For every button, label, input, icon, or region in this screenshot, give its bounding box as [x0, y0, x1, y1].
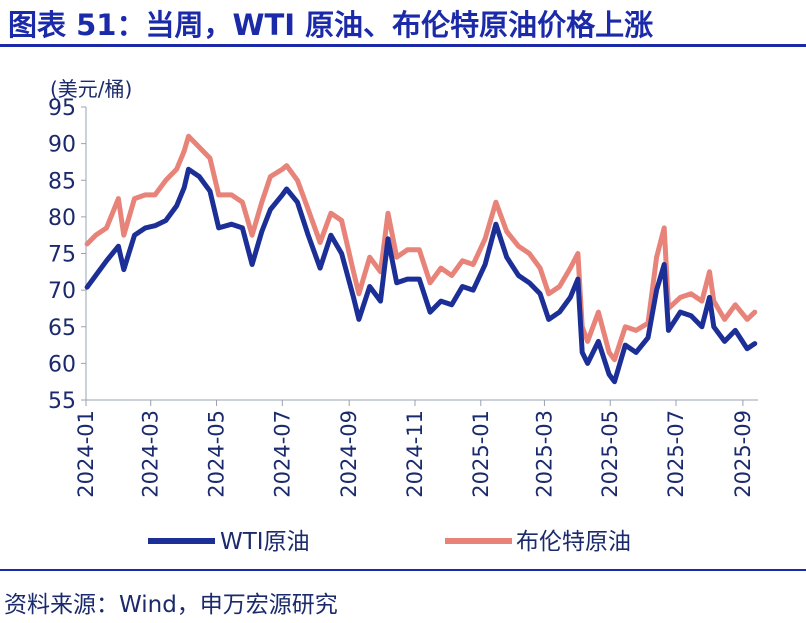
y-tick-label: 80	[48, 206, 76, 231]
title-rule	[0, 44, 806, 47]
x-tick-label: 2024-01	[74, 410, 98, 498]
y-tick-label: 60	[48, 352, 76, 377]
x-tick-label: 2025-07	[664, 410, 688, 498]
x-tick-label: 2024-09	[337, 410, 361, 498]
y-tick-label: 75	[48, 243, 76, 268]
legend-label: WTI原油	[220, 529, 310, 555]
x-tick-label: 2025-03	[532, 410, 556, 498]
y-tick-label: 90	[48, 133, 76, 158]
x-axis: 2024-01 2024-03 2024-05 2024-07 2024-09 2024-…	[74, 399, 758, 498]
plot-area	[84, 133, 758, 385]
y-axis-unit-label: (美元/桶)	[50, 77, 132, 101]
source-note: 资料来源：Wind，申万宏源研究	[4, 592, 338, 618]
legend-label: 布伦特原油	[516, 529, 631, 555]
x-tick-label: 2025-01	[469, 410, 493, 498]
y-tick-label: 95	[48, 96, 76, 121]
x-tick-label: 2024-11	[403, 410, 427, 498]
y-tick-label: 65	[48, 316, 76, 341]
figure-title: 图表 51：当周，WTI 原油、布伦特原油价格上涨	[8, 8, 654, 42]
x-tick-label: 2024-07	[270, 410, 294, 498]
x-tick-label: 2025-05	[598, 410, 622, 498]
y-tick-label: 70	[48, 279, 76, 304]
series-line-brent	[84, 133, 758, 363]
series-line-wti	[84, 166, 758, 385]
y-tick-label: 55	[48, 389, 76, 414]
legend: WTI原油 布伦特原油	[148, 529, 631, 555]
y-tick-label: 85	[48, 169, 76, 194]
source-rule	[0, 569, 806, 571]
y-axis: 55 60 65 70 75 80 85 90 95	[48, 96, 87, 414]
x-tick-label: 2024-05	[205, 410, 229, 498]
x-tick-label: 2025-09	[731, 410, 755, 498]
x-tick-label: 2024-03	[139, 410, 163, 498]
